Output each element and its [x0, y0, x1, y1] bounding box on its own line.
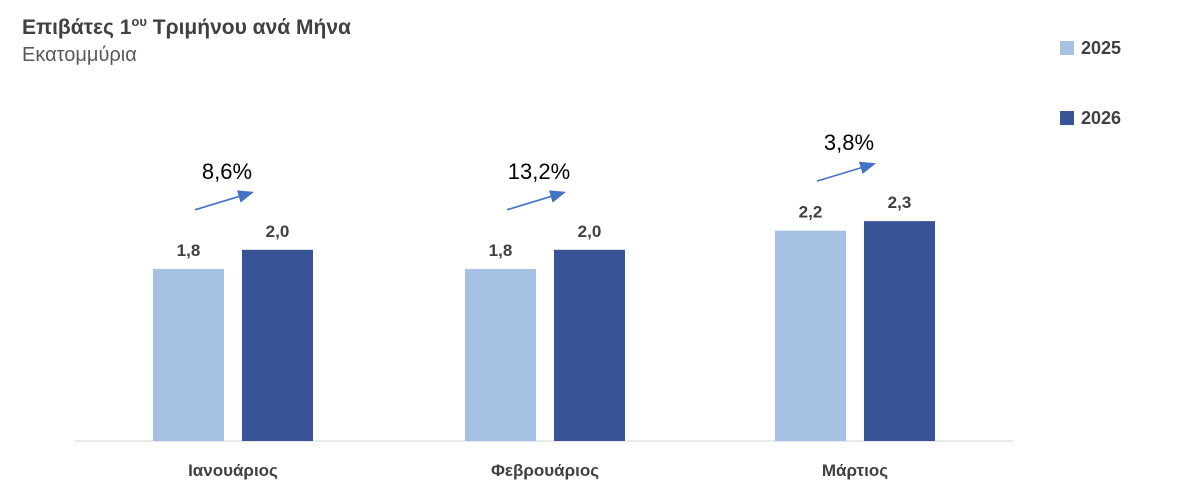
chart-subtitle: Εκατομμύρια [22, 44, 137, 66]
data-label-2026-2: 2,0 [578, 222, 602, 241]
data-label-2025-3: 2,2 [799, 203, 823, 222]
growth-arrow-2 [506, 190, 567, 211]
bar-2026-1 [242, 249, 313, 441]
category-label-2: Φεβρουάριος [491, 461, 599, 480]
legend: 2025 2026 [1060, 36, 1121, 176]
chart-title: Επιβάτες 1ου Τριμήνου ανά Μήνα [22, 14, 351, 40]
legend-label-2025: 2025 [1081, 37, 1122, 58]
bar-2026-2 [554, 249, 625, 441]
growth-label-3: 3,8% [824, 130, 874, 155]
bar-2025-2 [465, 268, 536, 441]
title-block: Επιβάτες 1ου Τριμήνου ανά Μήνα Εκατομμύρ… [22, 14, 351, 67]
chart-title-rest: Τριμήνου ανά Μήνα [146, 16, 351, 39]
legend-item-2025: 2025 [1060, 36, 1121, 60]
bar-2025-3 [775, 230, 846, 441]
growth-arrow-3 [816, 161, 877, 182]
growth-label-1: 8,6% [202, 159, 252, 184]
data-label-2026-3: 2,3 [888, 193, 912, 212]
growth-label-2: 13,2% [508, 159, 570, 184]
legend-label-2026: 2026 [1081, 107, 1122, 128]
data-label-2025-2: 1,8 [489, 241, 513, 260]
growth-arrow-1 [194, 190, 255, 211]
chart-title-main: Επιβάτες 1 [22, 16, 132, 39]
data-label-2026-1: 2,0 [266, 222, 290, 241]
chart-title-superscript: ου [131, 14, 147, 29]
bar-2025-1 [153, 268, 224, 441]
legend-item-2026: 2026 [1060, 106, 1121, 130]
data-label-2025-1: 1,8 [177, 241, 201, 260]
legend-swatch-2026 [1060, 111, 1074, 125]
category-label-3: Μάρτιος [822, 461, 888, 480]
category-label-1: Ιανουάριος [188, 461, 278, 480]
legend-swatch-2025 [1060, 41, 1074, 55]
bar-2026-3 [864, 221, 935, 441]
